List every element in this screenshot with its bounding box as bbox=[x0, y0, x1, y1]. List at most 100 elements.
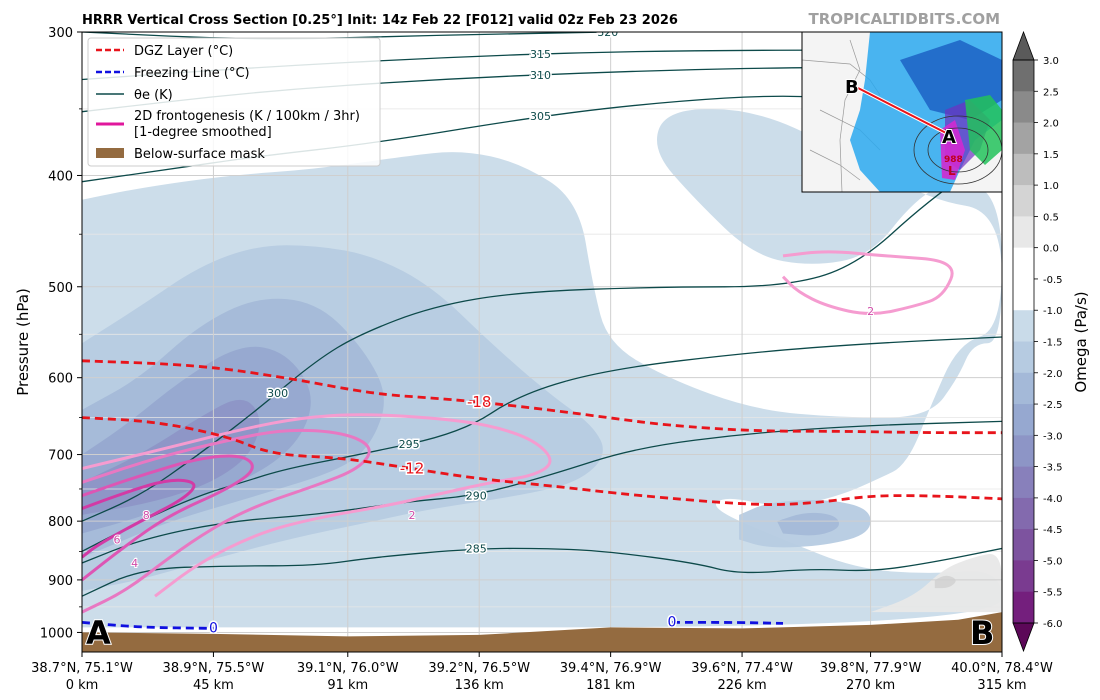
colorbar-extend-top bbox=[1012, 30, 1035, 61]
fronto-label-0: 8 bbox=[143, 509, 150, 522]
theta-e-label-305: 305 bbox=[530, 110, 551, 123]
inset-isobar-outer bbox=[913, 115, 1002, 185]
colorbar-tick-label-12: -3.0 bbox=[1043, 431, 1063, 442]
inset-precip-rain bbox=[965, 95, 1002, 165]
inset-isobar bbox=[927, 127, 989, 173]
dgz-lines: -18 -12 bbox=[82, 359, 1002, 506]
legend-freezing-label: Freezing Line (°C) bbox=[134, 66, 250, 81]
colorbar-tick-label-4: 1.0 bbox=[1043, 181, 1059, 192]
colorbar-segment-12 bbox=[1013, 435, 1034, 468]
colorbar-label: Omega (Pa/s) bbox=[1072, 291, 1090, 392]
fronto-label-1: 6 bbox=[114, 534, 121, 547]
colorbar-tick-label-8: -1.0 bbox=[1043, 306, 1063, 317]
end-point-label: B bbox=[970, 614, 994, 652]
inset-map: 988 L B A bbox=[801, 31, 1003, 193]
colorbar-segment-16 bbox=[1013, 560, 1034, 593]
colorbar: 3.0 2.5 2.0 1.5 1.0 0.5 0.0 -0.5 -1.0 -1.5 -2.0 -2.… bbox=[1012, 30, 1063, 653]
colorbar-segment-14 bbox=[1013, 497, 1034, 530]
legend: DGZ Layer (°C) Freezing Line (°C) θe (K)… bbox=[87, 37, 381, 167]
colorbar-extend-bottom bbox=[1012, 622, 1035, 653]
x-tick-distance-181: 181 km bbox=[586, 678, 635, 693]
legend-theta-label: θe (K) bbox=[134, 88, 173, 103]
colorbar-segment-17 bbox=[1013, 591, 1034, 624]
colorbar-segment-7 bbox=[1013, 278, 1034, 311]
below-surface-mask bbox=[82, 612, 1002, 652]
plot-frame bbox=[81, 31, 1003, 653]
colorbar-tick-label-7: -0.5 bbox=[1043, 275, 1063, 286]
y-axis-label: Pressure (hPa) bbox=[14, 288, 32, 396]
theta-e-label-295: 295 bbox=[399, 438, 420, 451]
freezing-line-0 bbox=[82, 621, 214, 630]
inset-pressure-label: 988 bbox=[944, 155, 963, 165]
fronto-contour-0 bbox=[781, 250, 954, 315]
legend-box bbox=[87, 37, 381, 167]
colorbar-tick-label-15: -4.5 bbox=[1043, 525, 1063, 536]
theta-e-label-310: 310 bbox=[530, 69, 551, 82]
fronto-contour-1 bbox=[82, 413, 552, 598]
x-tick-distance-91: 91 km bbox=[327, 678, 368, 693]
frontogenesis-contours: 8 64 2 2 bbox=[82, 250, 954, 614]
x-tick-coord-226: 39.6°N, 77.4°W bbox=[691, 661, 793, 676]
x-tick-coord-136: 39.2°N, 76.5°W bbox=[428, 661, 530, 676]
y-tick-label-700: 700 bbox=[48, 449, 73, 464]
freezing-label-1: 0 bbox=[668, 614, 677, 630]
fronto-contour-2 bbox=[82, 428, 371, 614]
x-axis: 38.7°N, 75.1°W 0 km 38.9°N, 75.5°W 45 km 39.… bbox=[31, 652, 1053, 693]
legend-fronto-line1: 2D frontogenesis (K / 100km / 3hr) bbox=[134, 109, 360, 124]
x-tick-distance-0: 0 km bbox=[66, 678, 99, 693]
inset-point-a: A bbox=[942, 127, 956, 148]
colorbar-tick-label-2: 2.0 bbox=[1043, 119, 1059, 130]
colorbar-tick-label-13: -3.5 bbox=[1043, 463, 1063, 474]
colorbar-segment-2 bbox=[1013, 122, 1034, 155]
y-tick-label-900: 900 bbox=[48, 574, 73, 589]
inset-transect-line bbox=[857, 87, 951, 136]
colorbar-tick-label-14: -4.0 bbox=[1043, 494, 1063, 505]
colorbar-segment-4 bbox=[1013, 185, 1034, 217]
colorbar-tick-label-3: 1.5 bbox=[1043, 150, 1059, 161]
colorbar-tick-label-5: 0.5 bbox=[1043, 212, 1059, 223]
colorbar-tick-label-16: -5.0 bbox=[1043, 556, 1063, 567]
start-point-label: A bbox=[86, 614, 111, 652]
omega-fill-8 bbox=[934, 575, 956, 589]
theta-e-label-315: 315 bbox=[530, 48, 551, 61]
legend-fronto-label: 2D frontogenesis (K / 100km / 3hr) [1-de… bbox=[134, 109, 364, 140]
colorbar-tick-label-0: 3.0 bbox=[1043, 56, 1059, 67]
x-tick-distance-45: 45 km bbox=[193, 678, 234, 693]
y-axis: 300 400 500 600 700 800 900 1000 bbox=[40, 26, 82, 641]
x-tick-coord-270: 39.8°N, 77.9°W bbox=[820, 661, 922, 676]
x-tick-coord-91: 39.1°N, 76.0°W bbox=[297, 661, 399, 676]
x-tick-distance-270: 270 km bbox=[846, 678, 895, 693]
y-tick-label-500: 500 bbox=[48, 281, 73, 296]
legend-fronto-line2: [1-degree smoothed] bbox=[134, 125, 272, 140]
colorbar-tick-label-6: 0.0 bbox=[1043, 244, 1059, 255]
theta-e-label-290: 290 bbox=[466, 490, 487, 503]
theta-e-label-285: 285 bbox=[466, 542, 487, 555]
inset-low-label: L bbox=[948, 164, 956, 178]
colorbar-tick-label-9: -1.5 bbox=[1043, 338, 1063, 349]
colorbar-segment-5 bbox=[1013, 216, 1034, 249]
x-tick-distance-226: 226 km bbox=[717, 678, 766, 693]
theta-e-line-300 bbox=[82, 149, 1002, 522]
colorbar-tick-label-17: -5.5 bbox=[1043, 588, 1063, 599]
colorbar-segment-13 bbox=[1013, 466, 1034, 499]
x-tick-coord-0: 38.7°N, 75.1°W bbox=[31, 661, 133, 676]
y-tick-label-1000: 1000 bbox=[40, 626, 73, 641]
freezing-line-1 bbox=[672, 620, 784, 625]
theta-e-line-285 bbox=[82, 547, 1002, 597]
colorbar-tick-label-18: -6.0 bbox=[1043, 619, 1063, 630]
y-tick-label-300: 300 bbox=[48, 26, 73, 41]
colorbar-tick-label-1: 2.5 bbox=[1043, 87, 1059, 98]
theta-e-line-295 bbox=[82, 336, 1002, 552]
fronto-contour-4 bbox=[82, 478, 196, 559]
colorbar-segment-10 bbox=[1013, 372, 1034, 405]
x-tick-distance-315: 315 km bbox=[977, 678, 1026, 693]
x-tick-coord-315: 40.0°N, 78.4°W bbox=[951, 661, 1053, 676]
freezing-label-0: 0 bbox=[209, 620, 218, 636]
y-tick-label-800: 800 bbox=[48, 515, 73, 530]
colorbar-tick-label-10: -2.0 bbox=[1043, 369, 1063, 380]
fronto-label-4: 2 bbox=[867, 305, 874, 318]
fronto-label-3: 2 bbox=[409, 509, 416, 522]
dgz-label-18: -18 bbox=[467, 393, 492, 411]
chart-title: HRRR Vertical Cross Section [0.25°] Init… bbox=[82, 13, 678, 28]
